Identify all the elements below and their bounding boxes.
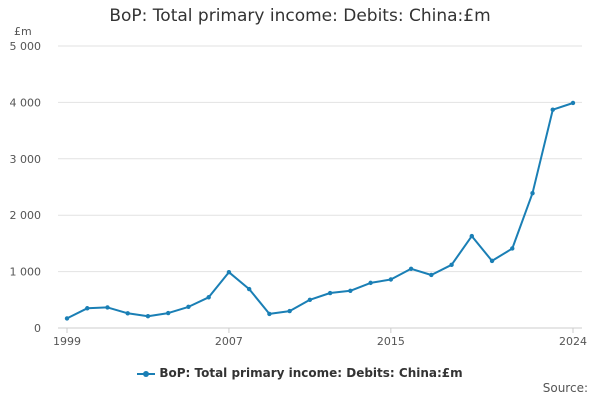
x-tick-label: 2015 bbox=[377, 335, 405, 348]
y-axis-ticks: 0 1 000 2 000 3 000 4 000 5 000 bbox=[10, 40, 42, 335]
data-point[interactable] bbox=[348, 288, 353, 293]
chart-title: BoP: Total primary income: Debits: China… bbox=[109, 6, 491, 26]
gridlines bbox=[58, 45, 582, 329]
data-point[interactable] bbox=[550, 107, 555, 112]
y-tick-label: 2 000 bbox=[10, 209, 42, 222]
y-tick-label: 0 bbox=[34, 322, 41, 335]
data-point[interactable] bbox=[307, 297, 313, 302]
x-axis: 1999 2007 2015 2024 bbox=[53, 327, 587, 348]
legend-label: BoP: Total primary income: Debits: China… bbox=[159, 366, 463, 380]
series-line bbox=[66, 102, 574, 320]
data-point[interactable] bbox=[408, 266, 414, 271]
legend: BoP: Total primary income: Debits: China… bbox=[0, 366, 600, 380]
data-point[interactable] bbox=[429, 272, 434, 278]
data-point[interactable] bbox=[287, 308, 292, 314]
data-point[interactable] bbox=[489, 258, 495, 264]
data-point[interactable] bbox=[267, 311, 272, 317]
series-layer bbox=[64, 100, 576, 321]
data-point[interactable] bbox=[145, 313, 151, 319]
data-point[interactable] bbox=[166, 310, 171, 316]
data-point[interactable] bbox=[85, 306, 90, 311]
y-axis-unit-label: £m bbox=[14, 25, 32, 38]
data-point[interactable] bbox=[510, 246, 515, 251]
x-tick-label: 1999 bbox=[53, 335, 81, 348]
x-tick-label: 2007 bbox=[215, 335, 243, 348]
data-point[interactable] bbox=[469, 233, 474, 239]
y-tick-label: 5 000 bbox=[10, 40, 42, 53]
y-tick-label: 1 000 bbox=[10, 266, 42, 279]
data-point[interactable] bbox=[368, 280, 373, 286]
data-point[interactable] bbox=[206, 295, 211, 300]
source-label: Source: bbox=[542, 381, 588, 395]
legend-swatch-icon bbox=[137, 369, 156, 379]
data-point[interactable] bbox=[530, 191, 535, 196]
y-tick-label: 3 000 bbox=[10, 153, 42, 166]
data-point[interactable] bbox=[105, 305, 110, 310]
x-tick-label: 2024 bbox=[559, 335, 587, 348]
data-point[interactable] bbox=[125, 311, 130, 316]
data-point[interactable] bbox=[246, 286, 252, 292]
data-point[interactable] bbox=[388, 277, 394, 282]
y-tick-label: 4 000 bbox=[10, 96, 42, 109]
data-point[interactable] bbox=[186, 304, 191, 310]
data-point[interactable] bbox=[570, 100, 576, 106]
data-point[interactable] bbox=[327, 290, 333, 296]
data-point[interactable] bbox=[449, 262, 454, 268]
data-point[interactable] bbox=[226, 269, 232, 275]
data-point[interactable] bbox=[64, 316, 70, 321]
